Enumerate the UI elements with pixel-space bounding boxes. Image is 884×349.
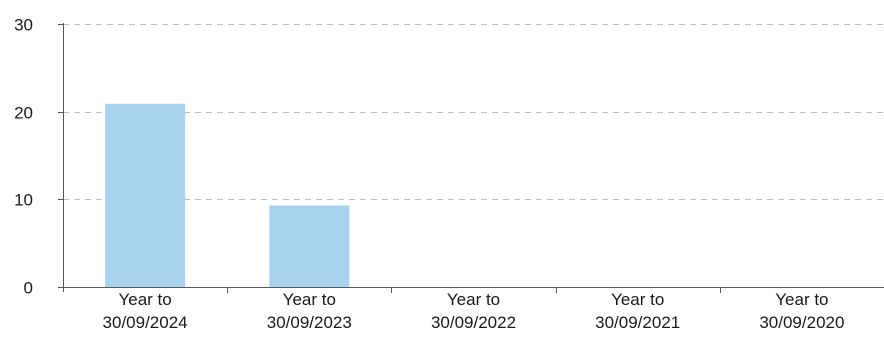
y-tick-label-30: 30 — [14, 16, 33, 35]
category-label-1: Year to 30/09/2023 — [267, 290, 352, 332]
category-label-4: Year to 30/09/2020 — [759, 290, 844, 332]
category-label-0: Year to 30/09/2024 — [103, 290, 188, 332]
category-label-line: Year to — [775, 290, 828, 309]
category-label-line: 30/09/2022 — [431, 313, 516, 332]
category-label-line: 30/09/2023 — [267, 313, 352, 332]
category-label-line: 30/09/2024 — [103, 313, 188, 332]
axes — [58, 23, 884, 293]
y-tick-label-0: 0 — [24, 279, 33, 298]
category-label-line: Year to — [611, 290, 664, 309]
category-label-line: Year to — [118, 290, 171, 309]
y-tick-label-10: 10 — [14, 191, 33, 210]
y-tick-label-20: 20 — [14, 104, 33, 123]
category-label-3: Year to 30/09/2021 — [595, 290, 680, 332]
y-tick-labels: 0 10 20 30 — [14, 16, 33, 298]
category-label-line: Year to — [447, 290, 500, 309]
bar-1 — [269, 205, 350, 287]
bars — [105, 103, 350, 287]
bar-0 — [105, 103, 186, 287]
gridlines — [63, 24, 884, 200]
category-label-line: 30/09/2020 — [759, 313, 844, 332]
category-label-2: Year to 30/09/2022 — [431, 290, 516, 332]
category-label-line: 30/09/2021 — [595, 313, 680, 332]
category-label-line: Year to — [283, 290, 336, 309]
